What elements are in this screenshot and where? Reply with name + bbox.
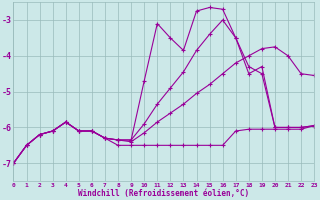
X-axis label: Windchill (Refroidissement éolien,°C): Windchill (Refroidissement éolien,°C)	[78, 189, 249, 198]
